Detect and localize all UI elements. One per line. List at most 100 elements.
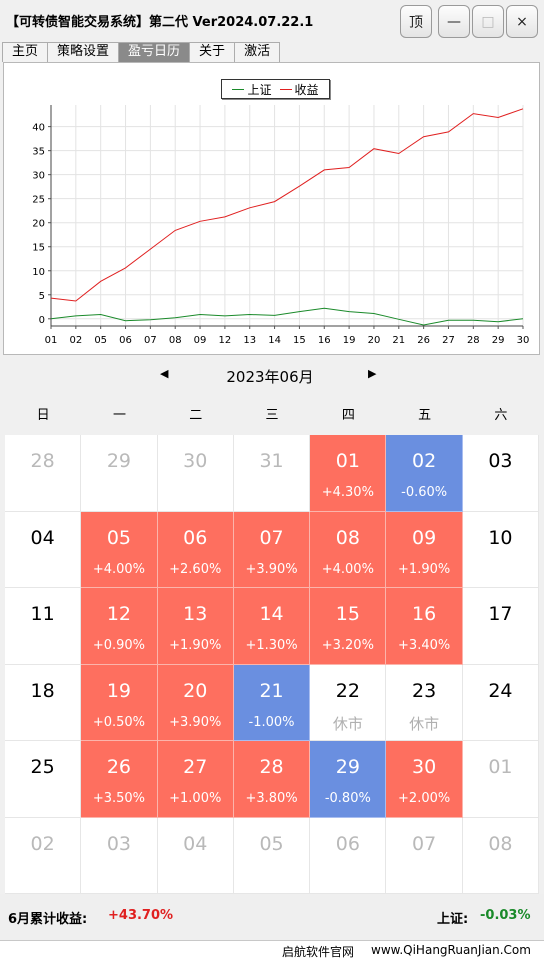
tab-activate[interactable]: 激活 [234, 42, 281, 62]
day-return: +1.00% [169, 791, 222, 806]
day-number: 10 [488, 526, 513, 549]
tab-home[interactable]: 主页 [2, 42, 49, 62]
day-number: 28 [30, 450, 55, 472]
day-return: -1.00% [248, 714, 295, 730]
calendar-day-cell[interactable]: 06 +2.60% [157, 511, 234, 588]
day-return: +3.90% [245, 561, 298, 577]
month-navigator: ◀ 2023年06月 ▶ [0, 362, 544, 390]
calendar-day-cell[interactable]: 29 [81, 435, 158, 512]
day-number: 13 [183, 603, 208, 625]
day-number: 04 [183, 832, 208, 855]
calendar-day-cell[interactable]: 16 +3.40% [386, 588, 463, 665]
calendar-day-cell[interactable]: 02 -0.60% [386, 435, 463, 512]
x-tick-label: 08 [169, 335, 182, 346]
day-number: 24 [488, 679, 513, 702]
day-number: 08 [488, 832, 513, 855]
day-number: 07 [412, 832, 437, 855]
calendar-day-cell[interactable]: 04 [5, 511, 82, 588]
day-number: 29 [106, 450, 132, 472]
calendar-day-cell[interactable]: 08 +4.00% [310, 511, 387, 588]
weekday-label: 五 [418, 408, 432, 423]
calendar-day-cell[interactable]: 14 +1.30% [233, 588, 311, 665]
month-label: 2023年06月 [226, 368, 314, 386]
x-tick-label: 27 [442, 335, 455, 346]
day-number: 23 [412, 679, 437, 702]
calendar-day-cell[interactable]: 01 [462, 741, 540, 818]
day-return: +3.80% [245, 791, 298, 806]
day-return: +3.50% [92, 791, 146, 806]
calendar-day-cell[interactable]: 28 +3.80% [233, 741, 311, 818]
calendar-day-cell[interactable]: 12 +0.90% [81, 588, 158, 665]
calendar-day-cell[interactable]: 27 +1.00% [157, 741, 234, 818]
calendar-day-cell[interactable]: 24 [462, 664, 540, 741]
calendar-day-cell[interactable]: 09 +1.90% [386, 511, 463, 588]
calendar-day-cell[interactable]: 11 [5, 588, 82, 665]
calendar-day-cell[interactable]: 22 休市 [310, 664, 387, 741]
x-tick-label: 06 [119, 335, 132, 346]
footer-site-url[interactable]: www.QiHangRuanJian.Com [371, 943, 531, 957]
calendar-day-cell[interactable]: 19 +0.50% [81, 664, 158, 741]
tab-pnl-calendar[interactable]: 盈亏日历 [118, 42, 191, 62]
calendar-day-cell[interactable]: 30 [157, 435, 234, 512]
calendar-day-cell[interactable]: 06 [310, 817, 387, 894]
tab-strategy-settings[interactable]: 策略设置 [47, 42, 120, 62]
next-month-icon[interactable]: ▶ [368, 367, 377, 380]
calendar-day-cell[interactable]: 15 +3.20% [310, 588, 387, 665]
calendar-day-cell[interactable]: 20 +3.90% [157, 664, 234, 741]
calendar-day-cell[interactable]: 08 [462, 817, 540, 894]
plot-area [51, 105, 523, 326]
day-number: 14 [259, 603, 284, 625]
weekday-label: 四 [341, 408, 355, 423]
y-tick-label: 35 [32, 147, 45, 158]
footer-site-name[interactable]: 启航软件官网 [282, 945, 355, 959]
minimize-button[interactable]: — [438, 5, 470, 38]
calendar-day-cell[interactable]: 01 +4.30% [310, 435, 387, 512]
maximize-button[interactable]: □ [472, 5, 504, 38]
day-number: 03 [488, 450, 513, 472]
x-tick-label: 15 [293, 335, 306, 346]
day-number: 25 [30, 756, 55, 778]
calendar-day-cell[interactable]: 13 +1.90% [157, 588, 234, 665]
calendar-day-cell[interactable]: 04 [157, 817, 234, 894]
title-bar: 【可转债智能交易系统】第二代 Ver2024.07.22.1 顶 — □ × [0, 0, 544, 42]
calendar-day-cell[interactable]: 25 [5, 741, 82, 818]
day-number: 01 [488, 756, 513, 778]
calendar-grid: 28 29 30 31 01 +4.30% 02 -0.60% 03 04 05 +4.00% 06 +2… [5, 435, 540, 894]
close-button[interactable]: × [506, 5, 538, 38]
calendar-day-cell[interactable]: 28 [5, 435, 82, 512]
calendar-day-cell[interactable]: 31 [233, 435, 311, 512]
day-return: +2.00% [398, 791, 451, 806]
tab-bar: 主页 策略设置 盈亏日历 关于 激活 [2, 42, 281, 62]
day-number: 06 [335, 832, 360, 855]
calendar-day-cell[interactable]: 02 [5, 817, 82, 894]
legend-swatch-return [279, 88, 292, 90]
day-number: 11 [30, 603, 55, 625]
calendar-day-cell[interactable]: 05 +4.00% [81, 511, 158, 588]
calendar-day-cell[interactable]: 26 +3.50% [81, 741, 158, 818]
day-number: 19 [106, 679, 132, 702]
calendar-day-cell[interactable]: 21 -1.00% [233, 664, 311, 741]
calendar-day-cell[interactable]: 30 +2.00% [386, 741, 463, 818]
calendar-day-cell[interactable]: 23 休市 [386, 664, 463, 741]
weekday-label: 日 [36, 408, 50, 423]
calendar-day-cell[interactable]: 17 [462, 588, 540, 665]
calendar-day-cell[interactable]: 03 [462, 435, 540, 512]
weekday-label: 三 [265, 408, 279, 423]
tab-about[interactable]: 关于 [189, 42, 236, 62]
calendar-day-cell[interactable]: 29 -0.80% [310, 741, 387, 818]
prev-month-icon[interactable]: ◀ [160, 367, 169, 380]
calendar-day-cell[interactable]: 05 [233, 817, 311, 894]
returns-chart-panel: 0 5 10 15 20 25 30 35 40 01 02 05 06 07 08 09 12 13 14 15 16… [3, 62, 540, 355]
calendar-day-cell[interactable]: 03 [81, 817, 158, 894]
day-number: 05 [259, 832, 284, 855]
day-return: +0.50% [92, 714, 146, 730]
calendar-day-cell[interactable]: 18 [5, 664, 82, 741]
calendar-day-cell[interactable]: 10 [462, 511, 540, 588]
calendar-day-cell[interactable]: 07 [386, 817, 463, 894]
pin-top-button[interactable]: 顶 [400, 5, 432, 38]
x-tick-label: 29 [492, 335, 505, 346]
x-tick-label: 26 [417, 335, 430, 346]
day-number: 02 [412, 450, 437, 472]
calendar-day-cell[interactable]: 07 +3.90% [233, 511, 311, 588]
